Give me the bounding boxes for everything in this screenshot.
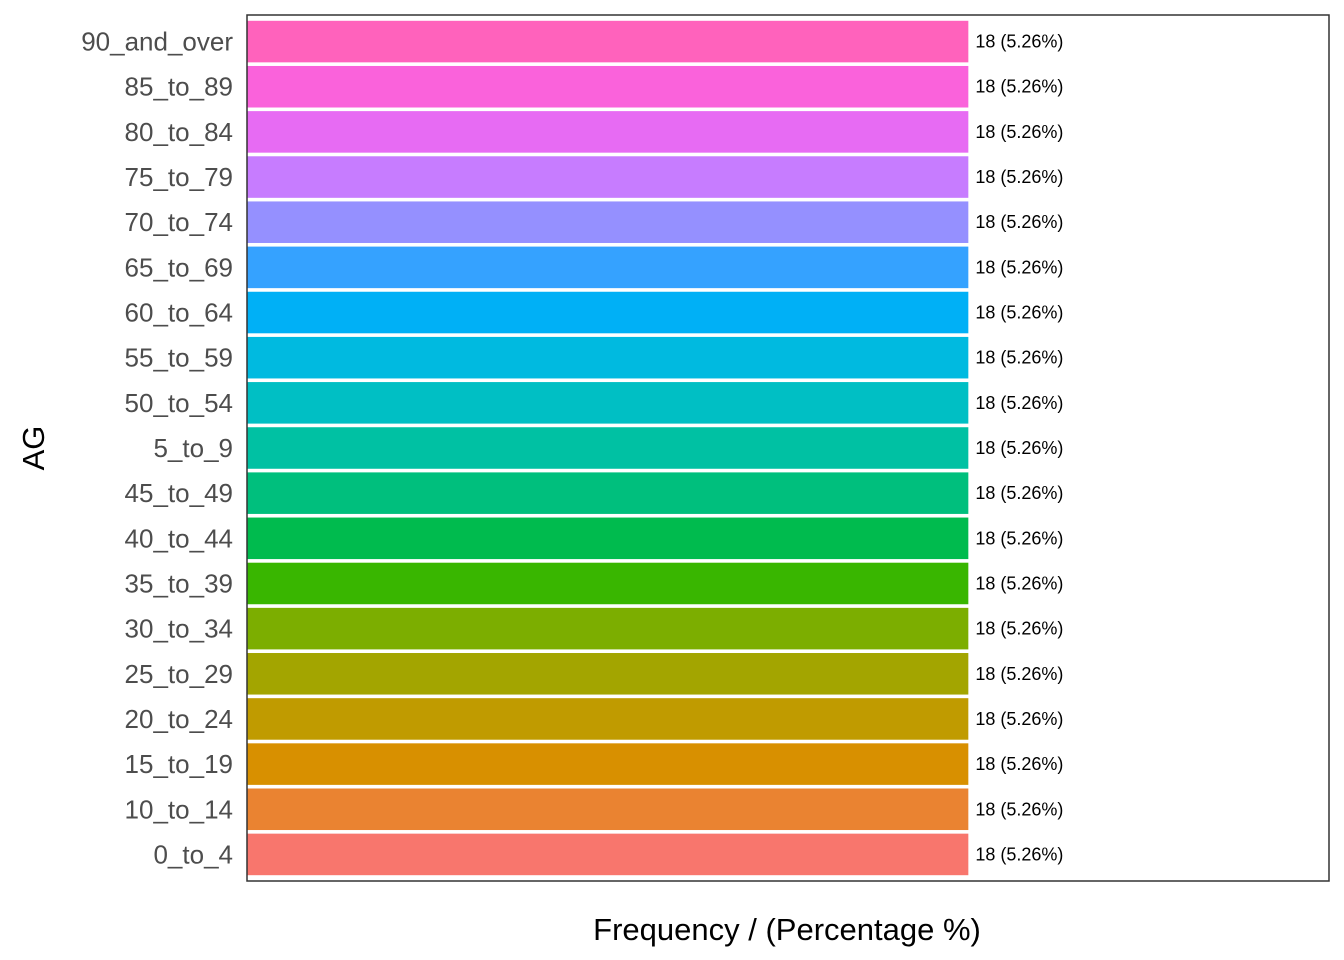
bar-65_to_69	[247, 246, 969, 289]
bar-70_to_74	[247, 201, 969, 243]
data-label: 18 (5.26%)	[975, 257, 1063, 277]
x-axis-title: Frequency / (Percentage %)	[593, 912, 981, 947]
data-label: 18 (5.26%)	[975, 393, 1063, 413]
y-tick-label: 80_to_84	[125, 117, 233, 147]
data-label: 18 (5.26%)	[975, 664, 1063, 684]
bar-30_to_34	[247, 607, 969, 650]
data-label: 18 (5.26%)	[975, 167, 1063, 187]
bar-25_to_29	[247, 653, 969, 695]
data-label: 18 (5.26%)	[975, 348, 1063, 368]
y-tick-label: 0_to_4	[153, 839, 233, 869]
y-tick-label: 70_to_74	[125, 207, 233, 237]
bar-35_to_39	[247, 562, 969, 605]
bar-60_to_64	[247, 291, 969, 334]
data-labels: 18 (5.26%) 18 (5.26%) 18 (5.26%) 18 (5.26%)…	[975, 32, 1063, 865]
y-tick-label: 40_to_44	[125, 523, 233, 553]
data-label: 18 (5.26%)	[975, 77, 1063, 97]
data-label: 18 (5.26%)	[975, 303, 1063, 323]
plot-panel-border	[246, 14, 1330, 882]
bar-55_to_59	[247, 336, 969, 379]
data-label: 18 (5.26%)	[975, 754, 1063, 774]
data-label: 18 (5.26%)	[975, 573, 1063, 593]
bar-45_to_49	[247, 472, 969, 514]
bar-80_to_84	[247, 111, 969, 153]
y-tick-label: 5_to_9	[153, 433, 233, 463]
y-tick-label: 25_to_29	[125, 659, 233, 689]
data-label: 18 (5.26%)	[975, 844, 1063, 864]
y-tick-label: 10_to_14	[125, 794, 233, 824]
bars-group	[247, 20, 969, 876]
y-tick-label: 65_to_69	[125, 252, 233, 282]
y-tick-label: 50_to_54	[125, 388, 233, 418]
data-label: 18 (5.26%)	[975, 212, 1063, 232]
bar-50_to_54	[247, 382, 969, 424]
data-label: 18 (5.26%)	[975, 619, 1063, 639]
bar-85_to_89	[247, 65, 969, 108]
y-tick-label: 30_to_34	[125, 614, 233, 644]
data-label: 18 (5.26%)	[975, 122, 1063, 142]
y-axis-title: AG	[16, 426, 51, 471]
y-tick-label: 45_to_49	[125, 478, 233, 508]
data-label: 18 (5.26%)	[975, 709, 1063, 729]
y-tick-label: 60_to_64	[125, 298, 233, 328]
y-tick-label: 20_to_24	[125, 704, 233, 734]
y-tick-label: 55_to_59	[125, 343, 233, 373]
y-tick-label: 75_to_79	[125, 162, 233, 192]
data-label: 18 (5.26%)	[975, 438, 1063, 458]
y-tick-labels: 0_to_4 10_to_14 15_to_19 20_to_24 25_to_29 30…	[81, 27, 233, 870]
bar-20_to_24	[247, 698, 969, 740]
bar-40_to_44	[247, 517, 969, 560]
data-label: 18 (5.26%)	[975, 483, 1063, 503]
bar-5_to_9	[247, 427, 969, 469]
bar-90_and_over	[247, 20, 969, 63]
bar-15_to_19	[247, 743, 969, 785]
data-label: 18 (5.26%)	[975, 799, 1063, 819]
bar-10_to_14	[247, 788, 969, 831]
y-tick-label: 90_and_over	[81, 27, 233, 57]
bar-75_to_79	[247, 156, 969, 198]
bar-0_to_4	[247, 833, 969, 876]
y-tick-label: 35_to_39	[125, 568, 233, 598]
data-label: 18 (5.26%)	[975, 32, 1063, 52]
y-tick-label: 85_to_89	[125, 72, 233, 102]
data-label: 18 (5.26%)	[975, 528, 1063, 548]
y-tick-label: 15_to_19	[125, 749, 233, 779]
